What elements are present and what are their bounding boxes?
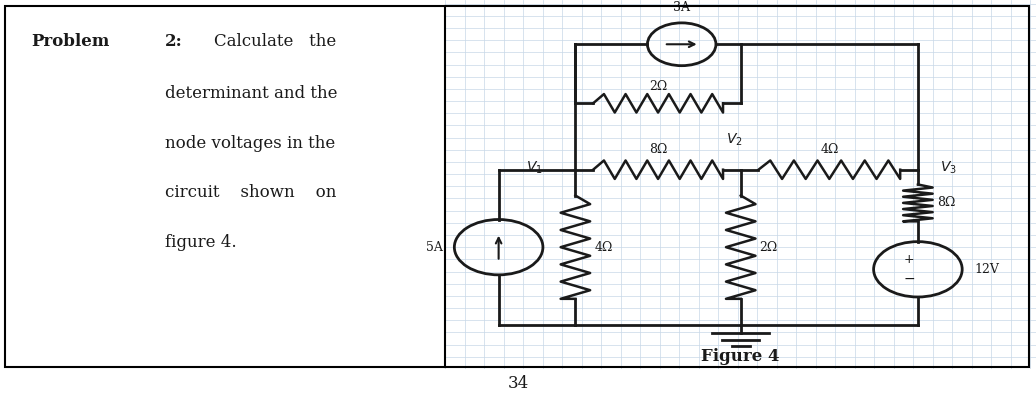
Text: 5A: 5A [426,241,442,254]
Text: 8Ω: 8Ω [937,196,955,209]
Text: 4Ω: 4Ω [595,241,612,254]
Text: 12V: 12V [974,263,999,276]
Text: 34: 34 [508,375,528,393]
Text: Calculate   the: Calculate the [213,33,336,50]
Text: +: + [903,253,915,266]
Text: Figure 4: Figure 4 [701,348,780,365]
Text: node voltages in the: node voltages in the [165,135,335,152]
Text: 3A: 3A [673,1,690,14]
Text: 2:: 2: [165,33,182,50]
Text: −: − [903,272,915,286]
Text: determinant and the: determinant and the [165,85,338,102]
Text: $V_1$: $V_1$ [526,160,543,176]
Text: circuit    shown    on: circuit shown on [165,184,337,201]
Text: Problem: Problem [31,33,110,50]
Text: $V_3$: $V_3$ [941,160,957,176]
Text: $V_2$: $V_2$ [726,131,743,148]
Text: 4Ω: 4Ω [821,143,838,156]
Text: figure 4.: figure 4. [165,234,236,251]
Text: 2Ω: 2Ω [759,241,778,254]
Text: 8Ω: 8Ω [649,143,667,156]
Text: 2Ω: 2Ω [649,80,667,93]
